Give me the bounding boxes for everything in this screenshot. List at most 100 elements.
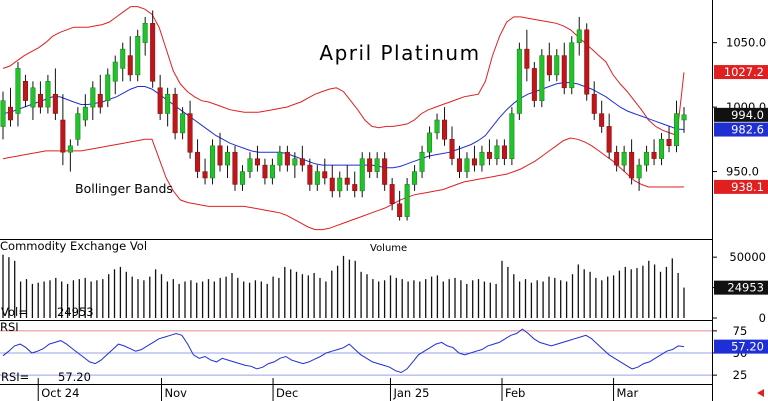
candle-body-down: [97, 93, 103, 108]
rsi-tick-label: 75: [733, 324, 748, 338]
candle: [284, 145, 290, 172]
scroll-arrow-icon[interactable]: [757, 389, 764, 397]
candle-body-down: [486, 151, 492, 159]
candle-body-down: [254, 158, 260, 166]
date-tick-label: Dec: [276, 386, 298, 400]
volume-tick-label: 50000: [729, 250, 766, 264]
candle: [427, 126, 433, 159]
candle: [509, 107, 515, 166]
candle: [165, 87, 171, 127]
candle-body-down: [329, 177, 335, 192]
candle-body-up: [90, 87, 96, 108]
price-tag-label: 1027.2: [724, 65, 764, 79]
candle-body-down: [127, 55, 133, 76]
candle-body-down: [352, 184, 358, 192]
price-tag-box: [714, 65, 768, 80]
candle-body-up: [292, 158, 298, 166]
candle: [45, 74, 51, 114]
candle-body-up: [337, 177, 343, 192]
candle-body-up: [30, 87, 36, 108]
price-tag-label: 982.6: [731, 123, 764, 137]
candle: [554, 49, 560, 82]
rsi-readout-label: RSI=: [1, 370, 29, 384]
candle-body-up: [539, 55, 545, 101]
candle: [367, 152, 373, 178]
candle-body-up: [674, 113, 680, 147]
candle-body-up: [225, 151, 231, 166]
candle: [599, 100, 605, 133]
volume-tag-label: 24953: [727, 281, 764, 295]
candle-body-up: [434, 119, 440, 134]
candle-body-down: [195, 151, 201, 172]
candle-body-up: [135, 35, 141, 76]
candle: [501, 139, 507, 166]
candle: [591, 81, 597, 120]
volume-panel-title: Commodity Exchange Vol: [0, 239, 147, 253]
candle: [105, 68, 111, 108]
candle: [322, 158, 328, 185]
candle: [494, 139, 500, 166]
candle: [142, 16, 148, 56]
candle-body-up: [644, 151, 650, 166]
candle: [180, 107, 186, 140]
candle-body-down: [60, 119, 66, 153]
volume-tag-box: [714, 280, 768, 295]
candle-body-up: [239, 171, 245, 185]
candle: [37, 81, 43, 114]
candle-body-down: [449, 139, 455, 159]
rsi-tag-label: 57.20: [731, 340, 764, 354]
candle-body-down: [217, 145, 223, 166]
rsi-line: [2, 328, 685, 374]
candle-body-up: [142, 23, 148, 43]
candle-body-up: [404, 184, 410, 217]
candle: [397, 190, 403, 221]
candle-body-down: [202, 171, 208, 179]
candle-body-down: [599, 113, 605, 127]
candle: [7, 87, 13, 127]
price-panel: April Platinum Bollinger Bands 950.01000…: [0, 6, 768, 231]
candle: [157, 74, 163, 120]
candle: [471, 145, 477, 172]
bollinger-lower-line: [2, 137, 685, 231]
candle: [629, 139, 635, 185]
candle: [172, 87, 178, 140]
price-tick-label: 950.0: [726, 165, 759, 179]
candle-body-down: [389, 184, 395, 204]
candle-body-up: [75, 113, 81, 140]
rsi-panel-title: RSI: [0, 320, 19, 334]
candle-body-up: [120, 48, 126, 69]
candle: [659, 132, 665, 166]
candle-body-up: [659, 139, 665, 159]
candle-body-down: [651, 151, 657, 159]
candle: [337, 171, 343, 198]
candle: [434, 113, 440, 140]
candle: [539, 49, 545, 108]
candle-body-down: [531, 68, 537, 101]
candle-body-up: [569, 42, 575, 89]
candle: [127, 36, 133, 82]
candle: [636, 158, 642, 191]
candle-body-up: [105, 74, 111, 101]
candle: [486, 139, 492, 166]
candle: [135, 29, 141, 82]
candle-body-up: [15, 68, 21, 114]
candle-body-up: [681, 114, 687, 121]
candle-body-up: [374, 158, 380, 172]
candle-body-up: [269, 164, 275, 179]
candle: [374, 152, 380, 178]
candle-body-up: [67, 145, 73, 153]
price-tick-label: 1050.0: [726, 36, 766, 50]
candle: [584, 23, 590, 101]
date-tick-label: Nov: [165, 386, 188, 400]
date-axis: Oct 24 Nov Dec Jan 25 Feb Mar: [37, 378, 639, 401]
candle: [569, 36, 575, 95]
candle-body-down: [614, 151, 620, 166]
candle-body-down: [172, 93, 178, 134]
candle: [22, 74, 28, 108]
candle: [464, 152, 470, 178]
date-tick-label: Oct 24: [41, 386, 79, 400]
candle: [195, 139, 201, 178]
candle: [75, 107, 81, 146]
candle: [239, 165, 245, 191]
candle: [30, 81, 36, 120]
